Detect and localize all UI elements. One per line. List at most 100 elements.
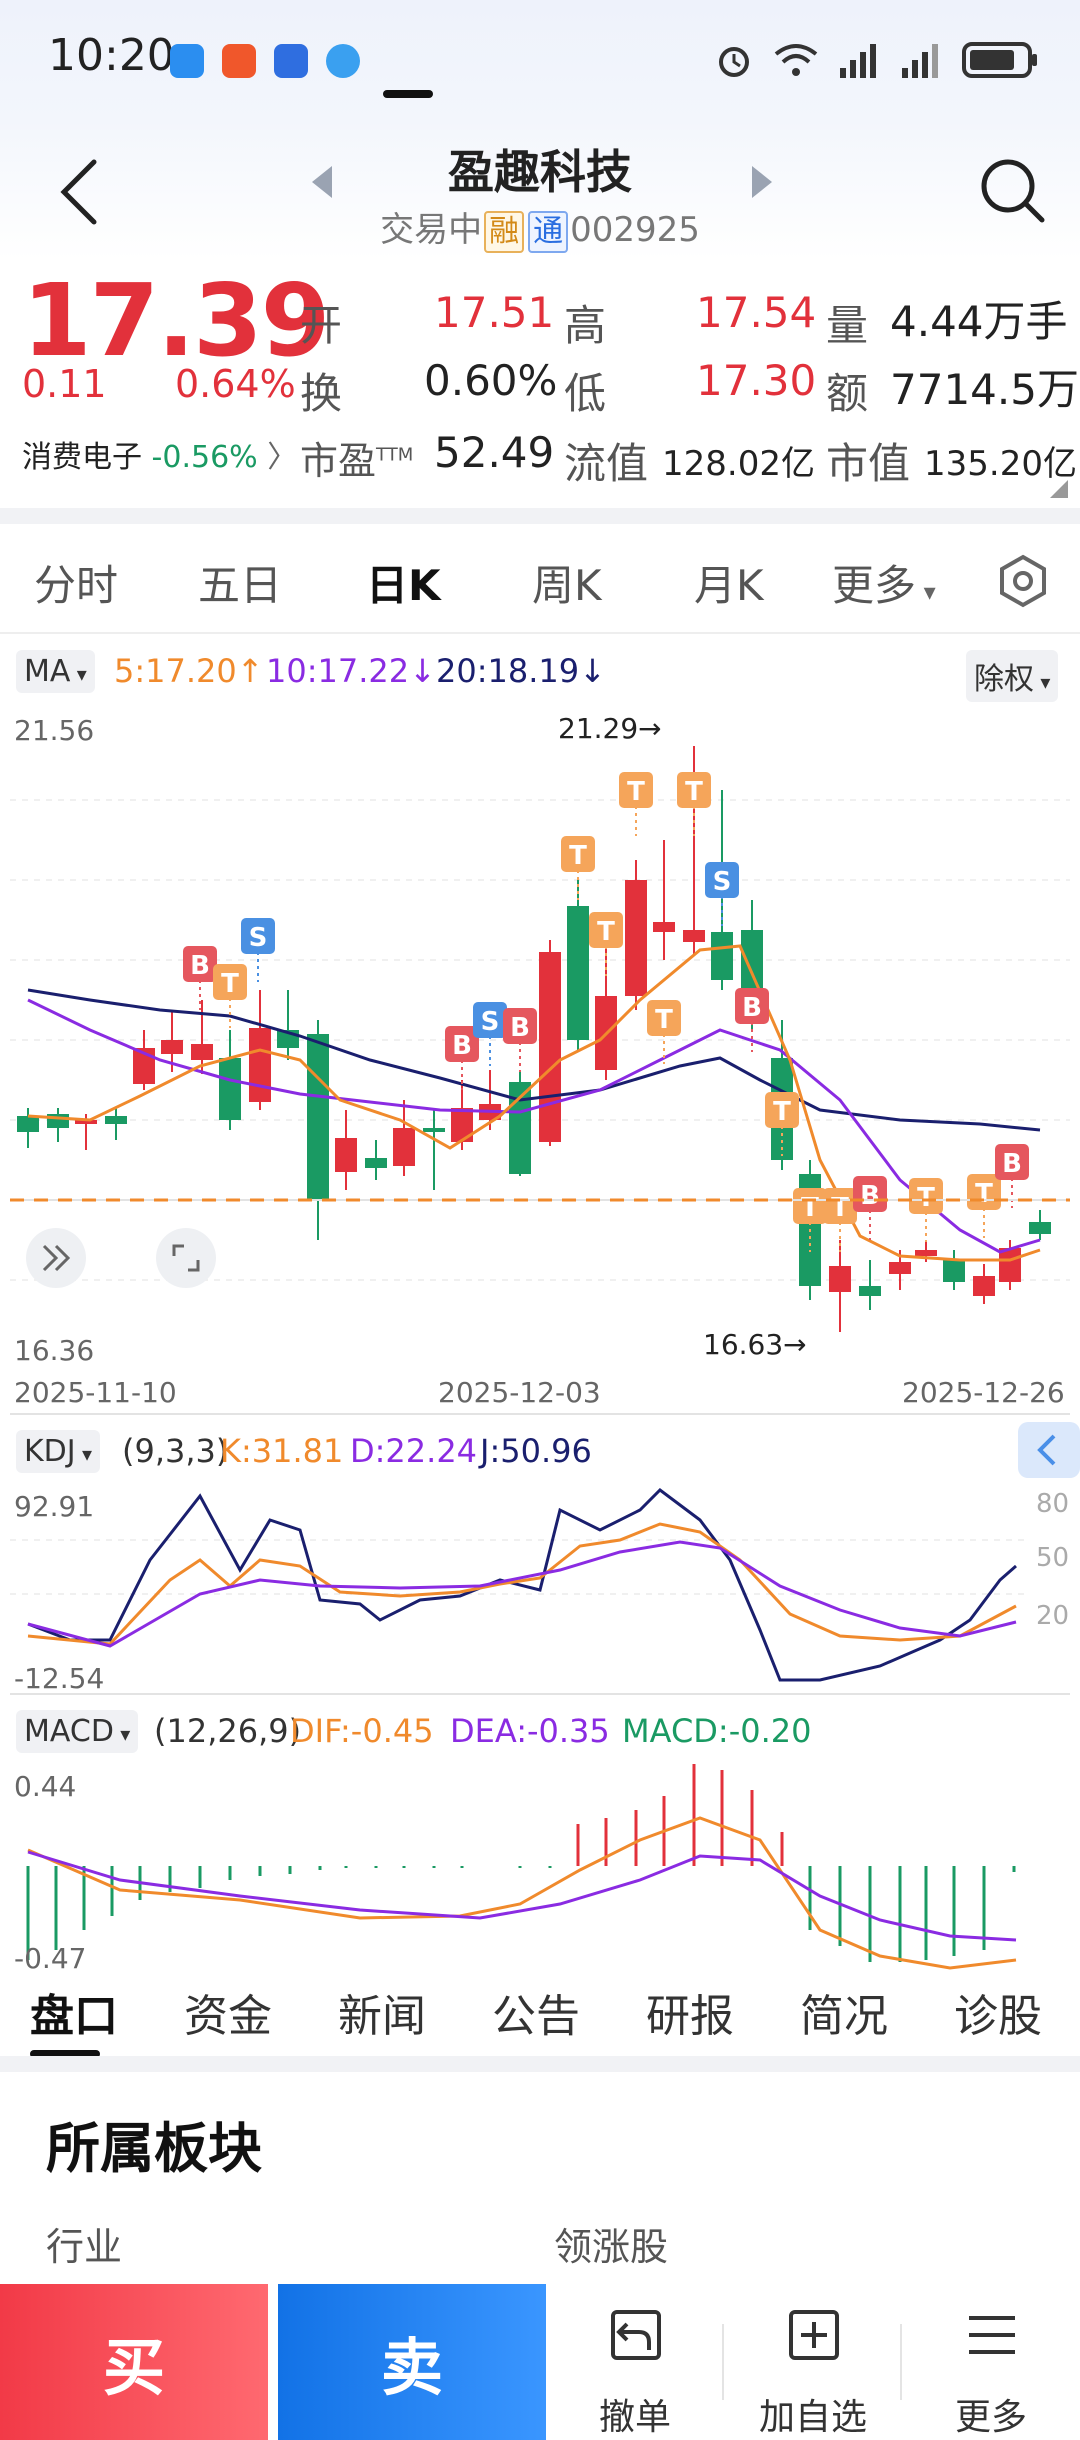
date-label-start: 2025-11-10 xyxy=(14,1376,177,1409)
kdj-select[interactable]: KDJ ▾ xyxy=(16,1430,101,1473)
tab-five-day[interactable]: 五日 xyxy=(198,561,283,610)
action-separator xyxy=(900,2324,902,2400)
high-value: 17.54 xyxy=(696,288,817,337)
macd-dif-line xyxy=(27,1816,1017,1970)
ma20-value: 20:18.19↓ xyxy=(436,652,606,690)
price-change: 0.11 xyxy=(22,362,107,406)
kdj-side-tab[interactable] xyxy=(1018,1422,1080,1478)
kdj-j-value: J:50.96 xyxy=(480,1432,592,1470)
marker-letter: B xyxy=(510,1013,530,1043)
period-low-marker: 16.63→ xyxy=(703,1328,807,1361)
message-app-icon xyxy=(170,44,204,78)
kdj-j-line xyxy=(27,1488,1017,1682)
tab-research[interactable]: 研报 xyxy=(646,1991,734,2042)
kdj-level-50: 50 xyxy=(1036,1543,1069,1573)
marker-letter: S xyxy=(481,1007,500,1037)
candle-body xyxy=(711,932,733,980)
macd-select[interactable]: MACD ▾ xyxy=(16,1710,139,1753)
action-separator xyxy=(722,2324,724,2400)
stock-name: 盈趣科技 xyxy=(448,145,632,199)
amount-label: 额 xyxy=(826,369,869,418)
buy-button[interactable]: 买 xyxy=(0,2284,268,2440)
candle-body xyxy=(335,1138,357,1172)
kdj-axis-bottom: -12.54 xyxy=(14,1662,104,1695)
tab-profile[interactable]: 简况 xyxy=(800,1991,888,2042)
candle-body xyxy=(829,1266,851,1292)
tab-daily-k[interactable]: 日K xyxy=(366,561,441,610)
adjust-select[interactable]: 除权 ▾ xyxy=(966,650,1059,702)
section-separator xyxy=(0,508,1080,524)
marker-badge xyxy=(909,1178,943,1214)
amount-value: 7714.5万 xyxy=(890,365,1079,414)
next-stock-arrow-icon[interactable] xyxy=(748,164,774,200)
expand-corner-icon[interactable] xyxy=(1050,480,1068,498)
prev-stock-arrow-icon[interactable] xyxy=(310,164,336,200)
chart-settings-icon[interactable] xyxy=(996,554,1050,608)
marker-badge xyxy=(705,862,739,898)
market-cap-label: 市值 xyxy=(826,439,911,488)
candle-body xyxy=(105,1116,127,1124)
turnover-value: 0.60% xyxy=(424,356,558,405)
marker-badge xyxy=(995,1144,1029,1180)
sell-button[interactable]: 卖 xyxy=(278,2284,546,2440)
pe-ttm-sup: TTM xyxy=(376,444,414,466)
candle-body xyxy=(451,1108,473,1142)
tab-order-book[interactable]: 盘口 xyxy=(30,1991,118,2042)
wifi-icon xyxy=(774,44,818,76)
candle-body xyxy=(539,952,561,1142)
caret-down-icon: ▾ xyxy=(1034,670,1051,694)
status-time: 10:20 xyxy=(48,30,175,81)
tab-more[interactable]: 更多 ▾ xyxy=(832,561,936,610)
marker-badge xyxy=(213,964,247,1000)
marker-letter: S xyxy=(713,867,732,897)
security-app-icon xyxy=(274,44,308,78)
cancel-order-button[interactable]: 撤单 xyxy=(550,2284,720,2440)
marker-badge xyxy=(503,1008,537,1044)
candle-body xyxy=(365,1158,387,1168)
search-icon[interactable] xyxy=(978,156,1046,224)
date-label-end: 2025-12-26 xyxy=(902,1376,1065,1409)
tab-minute[interactable]: 分时 xyxy=(34,561,119,610)
turnover-label: 换 xyxy=(300,369,343,418)
tab-diagnosis[interactable]: 诊股 xyxy=(954,1991,1042,2042)
more-button[interactable]: 更多 xyxy=(906,2284,1076,2440)
marker-letter: T xyxy=(221,969,239,999)
tab-monthly-k[interactable]: 月K xyxy=(694,561,764,610)
marker-badge xyxy=(793,1188,827,1224)
signal-icon-2 xyxy=(902,44,938,78)
fullscreen-button[interactable] xyxy=(156,1228,216,1288)
browser-app-icon xyxy=(326,44,360,78)
add-watchlist-label: 加自选 xyxy=(758,2397,867,2438)
marker-letter: T xyxy=(569,841,587,871)
back-icon[interactable] xyxy=(56,156,104,228)
ma10-value: 10:17.22↓ xyxy=(266,652,436,690)
high-label: 高 xyxy=(564,301,607,350)
tab-announcements[interactable]: 公告 xyxy=(492,1991,580,2042)
period-high-marker: 21.29→ xyxy=(558,712,662,745)
tab-news[interactable]: 新闻 xyxy=(338,1991,426,2042)
tab-capital[interactable]: 资金 xyxy=(184,1991,272,2042)
tab-weekly-k[interactable]: 周K xyxy=(532,561,602,610)
collapse-button[interactable] xyxy=(26,1228,86,1288)
marker-letter: B xyxy=(742,993,762,1023)
sector-name: 消费电子 xyxy=(22,440,142,475)
battery-icon xyxy=(962,42,1037,78)
status-icons xyxy=(714,40,1040,80)
macd-lines xyxy=(27,1816,1017,1970)
volume-value: 4.44万手 xyxy=(890,297,1068,346)
trade-status: 交易中 xyxy=(380,210,483,250)
sector-link[interactable]: 消费电子 -0.56% 〉 xyxy=(22,432,297,476)
ma-lines xyxy=(27,944,1041,1262)
caret-down-icon: ▾ xyxy=(113,1722,131,1746)
ma-select[interactable]: MA ▾ xyxy=(16,650,95,693)
marker-badge xyxy=(765,1092,799,1128)
margin-tag: 融 xyxy=(484,211,525,253)
kdj-d-value: D:22.24 xyxy=(350,1432,478,1470)
add-watchlist-button[interactable]: 加自选 xyxy=(728,2284,898,2440)
candle-body xyxy=(653,922,675,932)
candle-body xyxy=(567,906,589,1040)
macd-axis-top: 0.44 xyxy=(14,1770,76,1803)
marker-letter: T xyxy=(975,1179,993,1209)
